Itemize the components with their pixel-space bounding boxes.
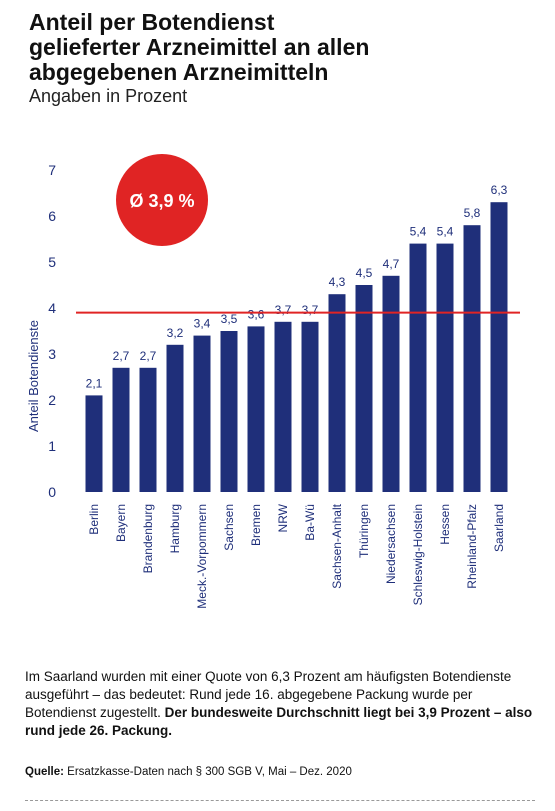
bar (112, 367, 130, 492)
average-badge (116, 154, 208, 246)
y-tick-label: 7 (48, 162, 56, 178)
bar-value-label: 3,7 (302, 303, 319, 317)
bar-value-label: 5,4 (410, 225, 427, 239)
bar-value-label: 2,7 (113, 349, 130, 363)
chart-subtitle: Angaben in Prozent (29, 86, 188, 106)
bar (463, 225, 481, 492)
x-tick-label: Hessen (438, 504, 452, 545)
bar (139, 367, 157, 492)
bar (274, 321, 292, 492)
bar (382, 275, 400, 492)
bar-value-label: 3,2 (167, 326, 184, 340)
y-tick-label: 1 (48, 438, 56, 454)
bar-value-label: 4,7 (383, 257, 400, 271)
x-tick-label: Saarland (492, 504, 506, 552)
bar (193, 335, 211, 492)
bar (220, 331, 238, 492)
y-tick-label: 2 (48, 392, 56, 408)
y-axis-label: Anteil Botendienste (26, 320, 41, 432)
y-tick-label: 3 (48, 346, 56, 362)
source-label: Quelle: (25, 766, 64, 778)
x-tick-label: Bayern (114, 504, 128, 542)
bar (85, 395, 103, 492)
source-note: Quelle: Ersatzkasse-Daten nach § 300 SGB… (25, 766, 352, 778)
bar (355, 285, 373, 492)
x-tick-label: Rheinland-Pfalz (465, 504, 479, 589)
x-tick-label: Schleswig-Holstein (411, 504, 425, 605)
bar-value-label: 4,5 (356, 266, 373, 280)
average-badge-label: Ø 3,9 % (129, 191, 194, 211)
chart-title: Anteil per Botendienst gelieferter Arzne… (29, 9, 370, 85)
bar-value-label: 3,5 (221, 312, 238, 326)
description-part-2: Der bundesweite Durchschnitt liegt bei 3… (25, 705, 533, 738)
bar (301, 321, 319, 492)
bar-value-label: 2,1 (86, 376, 103, 390)
bar-value-label: 5,4 (437, 225, 454, 239)
bar-value-label: 3,6 (248, 307, 265, 321)
x-tick-label: NRW (276, 503, 290, 532)
x-tick-label: Sachsen-Anhalt (330, 503, 344, 588)
bar (490, 202, 508, 492)
x-tick-label: Niedersachsen (384, 504, 398, 584)
bar (166, 344, 184, 492)
bar (328, 294, 346, 492)
y-tick-label: 5 (48, 254, 56, 270)
bar-value-label: 5,8 (464, 206, 481, 220)
x-tick-label: Sachsen (222, 504, 236, 551)
description-part-1: Im Saarland wurden mit einer Quote von 6… (25, 669, 512, 720)
x-tick-label: Thüringen (357, 504, 371, 558)
bar (247, 326, 265, 492)
bar (436, 243, 454, 492)
y-tick-label: 6 (48, 208, 56, 224)
bar-value-label: 6,3 (491, 183, 508, 197)
x-tick-label: Bremen (249, 504, 263, 546)
bar-value-label: 4,3 (329, 275, 346, 289)
y-tick-label: 0 (48, 484, 56, 500)
bar-value-label: 3,4 (194, 317, 211, 331)
description-text: Im Saarland wurden mit einer Quote von 6… (25, 668, 535, 740)
bar (409, 243, 427, 492)
x-tick-label: Hamburg (168, 504, 182, 553)
bar-value-label: 2,7 (140, 349, 157, 363)
dashed-divider (25, 800, 535, 801)
x-tick-label: Brandenburg (141, 504, 155, 573)
x-tick-label: Meck.-Vorpommern (195, 504, 209, 609)
y-tick-label: 4 (48, 300, 56, 316)
x-tick-label: Berlin (87, 504, 101, 535)
x-tick-label: Ba-Wü (303, 504, 317, 541)
source-text: Ersatzkasse-Daten nach § 300 SGB V, Mai … (63, 766, 352, 778)
bar-chart: Anteil Botendienste 0 1 2 3 4 5 6 7 2,1 Berlin 2,7 B… (26, 154, 520, 609)
bar-value-label: 3,7 (275, 303, 292, 317)
